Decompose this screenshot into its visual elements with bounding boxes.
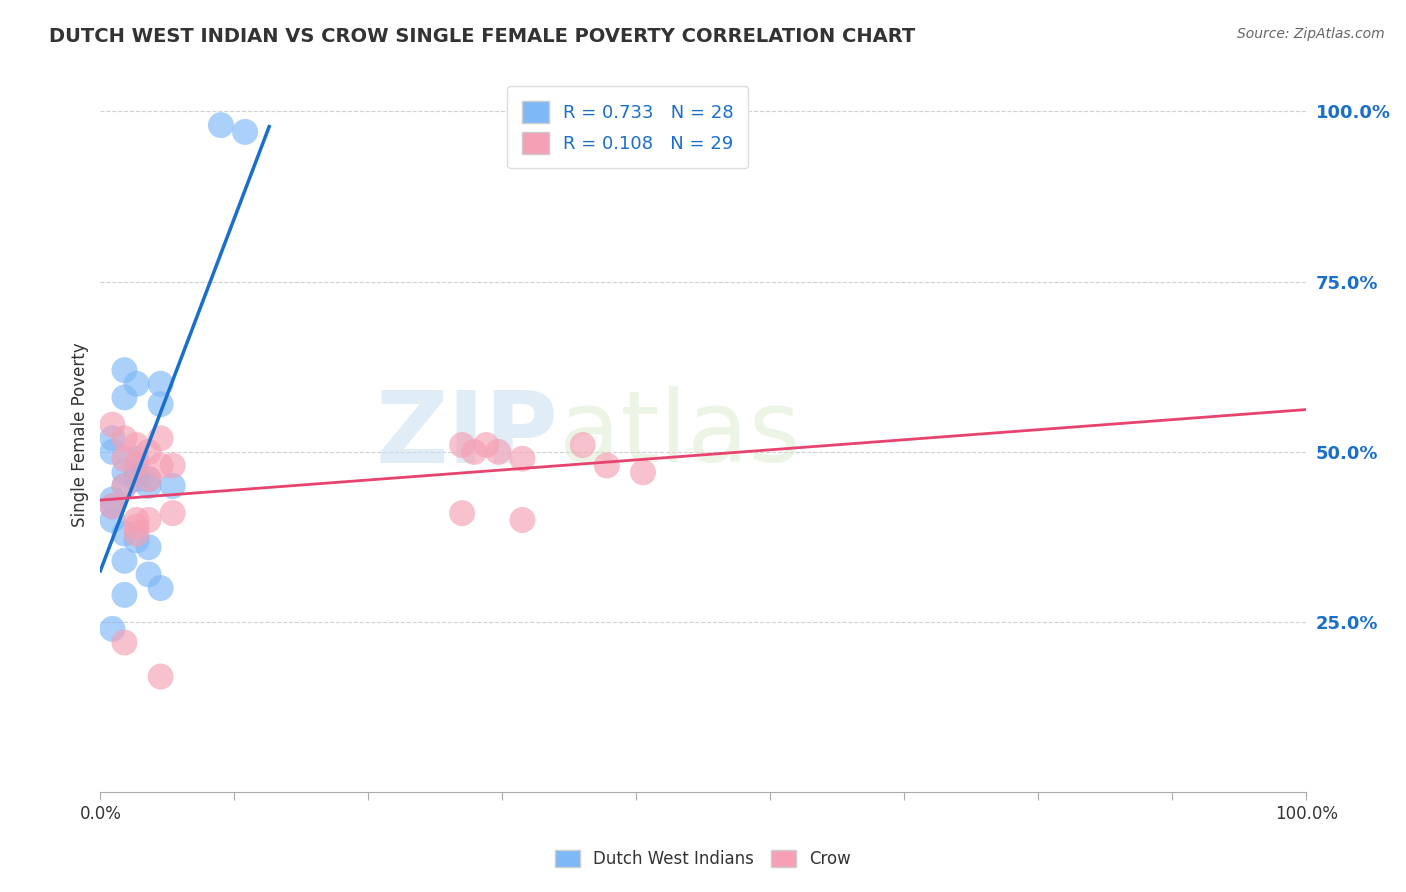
Point xyxy=(101,513,124,527)
Point xyxy=(209,118,232,132)
Point xyxy=(138,472,160,486)
Point xyxy=(114,391,136,405)
Point xyxy=(138,472,160,486)
Point xyxy=(114,451,136,466)
Point xyxy=(101,492,124,507)
Point xyxy=(596,458,619,473)
Point xyxy=(451,506,474,520)
Point xyxy=(125,472,148,486)
Point xyxy=(475,438,498,452)
Legend: R = 0.733   N = 28, R = 0.108   N = 29: R = 0.733 N = 28, R = 0.108 N = 29 xyxy=(508,87,748,169)
Point xyxy=(162,458,184,473)
Point xyxy=(486,445,509,459)
Point xyxy=(125,376,148,391)
Point xyxy=(149,669,172,683)
Point xyxy=(114,431,136,445)
Point xyxy=(138,445,160,459)
Point xyxy=(114,526,136,541)
Point xyxy=(512,513,534,527)
Legend: Dutch West Indians, Crow: Dutch West Indians, Crow xyxy=(548,843,858,875)
Point xyxy=(149,458,172,473)
Point xyxy=(162,506,184,520)
Point xyxy=(114,363,136,377)
Point xyxy=(162,479,184,493)
Point xyxy=(571,438,593,452)
Y-axis label: Single Female Poverty: Single Female Poverty xyxy=(72,343,89,527)
Point xyxy=(125,438,148,452)
Point xyxy=(631,465,654,479)
Point xyxy=(149,397,172,411)
Point xyxy=(114,479,136,493)
Text: ZIP: ZIP xyxy=(375,386,558,483)
Point xyxy=(101,431,124,445)
Point xyxy=(149,376,172,391)
Point xyxy=(114,588,136,602)
Text: Source: ZipAtlas.com: Source: ZipAtlas.com xyxy=(1237,27,1385,41)
Text: atlas: atlas xyxy=(558,386,800,483)
Point xyxy=(101,622,124,636)
Point xyxy=(114,635,136,649)
Point xyxy=(149,581,172,595)
Point xyxy=(125,451,148,466)
Point xyxy=(233,125,256,139)
Point xyxy=(114,465,136,479)
Point xyxy=(101,445,124,459)
Point xyxy=(125,533,148,548)
Point xyxy=(125,526,148,541)
Point xyxy=(125,513,148,527)
Point xyxy=(138,479,160,493)
Point xyxy=(463,445,485,459)
Point xyxy=(149,431,172,445)
Point xyxy=(114,554,136,568)
Text: DUTCH WEST INDIAN VS CROW SINGLE FEMALE POVERTY CORRELATION CHART: DUTCH WEST INDIAN VS CROW SINGLE FEMALE … xyxy=(49,27,915,45)
Point xyxy=(138,513,160,527)
Point xyxy=(138,540,160,554)
Point xyxy=(125,458,148,473)
Point xyxy=(101,500,124,514)
Point xyxy=(101,417,124,432)
Point xyxy=(101,500,124,514)
Point xyxy=(114,479,136,493)
Point xyxy=(138,567,160,582)
Point xyxy=(125,520,148,534)
Point xyxy=(512,451,534,466)
Point xyxy=(125,465,148,479)
Point xyxy=(451,438,474,452)
